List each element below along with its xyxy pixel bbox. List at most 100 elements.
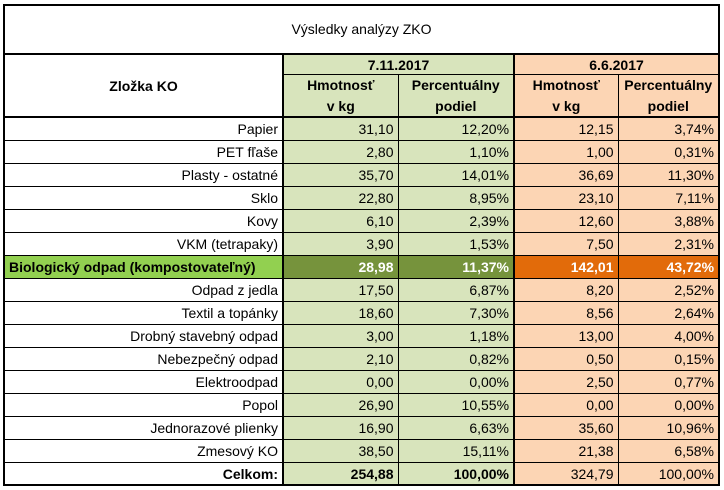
period1-percent-cell: 1,53% <box>398 232 516 256</box>
period1-percent-cell: 14,01% <box>398 163 516 187</box>
row-label: Kovy <box>5 209 284 233</box>
period1-weight-cell: 17,50 <box>283 278 399 302</box>
period1-percent-cell: 1,18% <box>398 324 516 348</box>
table-row: Celkom: 254,88 100,00% 324,79 100,00% <box>5 462 719 484</box>
table-row: Odpad z jedla 17,50 6,87% 8,20 2,52% <box>5 278 719 302</box>
period1-percent-cell: 1,10% <box>398 140 516 164</box>
period1-percent-unit: podiel <box>398 95 516 118</box>
row-label: Jednorazové plienky <box>5 416 284 440</box>
period1-percent-cell: 10,55% <box>398 393 516 417</box>
row-label: Zmesový KO <box>5 439 284 463</box>
results-table-sheet: Výsledky analýzy ZKO Zložka KO 7.11.2017… <box>3 4 720 486</box>
table-row: Papier 31,10 12,20% 12,15 3,74% <box>5 117 719 141</box>
period2-percent-cell: 3,88% <box>618 209 719 233</box>
period1-weight-cell: 3,90 <box>283 232 399 256</box>
table-row: VKM (tetrapaky) 3,90 1,53% 7,50 2,31% <box>5 232 719 256</box>
table-row: Textil a topánky 18,60 7,30% 8,56 2,64% <box>5 301 719 325</box>
table-title: Výsledky analýzy ZKO <box>5 6 718 55</box>
period1-weight-cell: 35,70 <box>283 163 399 187</box>
table-row: Sklo 22,80 8,95% 23,10 7,11% <box>5 186 719 210</box>
period2-percent-cell: 3,74% <box>618 117 719 141</box>
period1-weight-cell: 16,90 <box>283 416 399 440</box>
row-label: Plasty - ostatné <box>5 163 284 187</box>
period1-weight-cell: 2,10 <box>283 347 399 371</box>
period1-weight-cell: 22,80 <box>283 186 399 210</box>
table-row: Jednorazové plienky 16,90 6,63% 35,60 10,96% <box>5 416 719 440</box>
period2-weight-cell: 324,79 <box>514 462 619 484</box>
period2-percent-cell: 0,77% <box>618 370 719 394</box>
row-label: Biologický odpad (kompostovateľný) <box>5 255 284 279</box>
period2-percent-header: Percentuálny <box>618 74 719 95</box>
table-row: Plasty - ostatné 35,70 14,01% 36,69 11,30% <box>5 163 719 187</box>
period1-weight-cell: 28,98 <box>283 255 399 279</box>
period1-weight-cell: 0,00 <box>283 370 399 394</box>
period2-percent-cell: 2,64% <box>618 301 719 325</box>
period1-weight-cell: 26,90 <box>283 393 399 417</box>
table-row: Drobný stavebný odpad 3,00 1,18% 13,00 4,00% <box>5 324 719 348</box>
row-label: PET fľaše <box>5 140 284 164</box>
period1-weight-unit: v kg <box>283 95 399 118</box>
row-label: Textil a topánky <box>5 301 284 325</box>
row-label: Celkom: <box>5 462 284 484</box>
period2-percent-cell: 10,96% <box>618 416 719 440</box>
period1-weight-cell: 38,50 <box>283 439 399 463</box>
table-row: Elektroodpad 0,00 0,00% 2,50 0,77% <box>5 370 719 394</box>
period2-weight-cell: 7,50 <box>514 232 619 256</box>
period1-percent-cell: 12,20% <box>398 117 516 141</box>
period2-weight-cell: 12,60 <box>514 209 619 233</box>
period1-weight-cell: 2,80 <box>283 140 399 164</box>
period1-percent-cell: 7,30% <box>398 301 516 325</box>
period2-percent-cell: 6,58% <box>618 439 719 463</box>
period1-percent-cell: 0,00% <box>398 370 516 394</box>
period2-weight-cell: 36,69 <box>514 163 619 187</box>
period2-weight-cell: 142,01 <box>514 255 619 279</box>
table-row: PET fľaše 2,80 1,10% 1,00 0,31% <box>5 140 719 164</box>
period1-weight-cell: 31,10 <box>283 117 399 141</box>
row-label: Odpad z jedla <box>5 278 284 302</box>
row-label: Nebezpečný odpad <box>5 347 284 371</box>
period2-date-header: 6.6.2017 <box>514 55 719 75</box>
period2-weight-cell: 23,10 <box>514 186 619 210</box>
period1-percent-cell: 8,95% <box>398 186 516 210</box>
period2-percent-cell: 7,11% <box>618 186 719 210</box>
period2-percent-cell: 11,30% <box>618 163 719 187</box>
row-label: Drobný stavebný odpad <box>5 324 284 348</box>
period1-percent-cell: 6,63% <box>398 416 516 440</box>
period1-weight-cell: 18,60 <box>283 301 399 325</box>
period2-weight-cell: 8,20 <box>514 278 619 302</box>
period2-weight-unit: v kg <box>514 95 619 118</box>
period1-weight-cell: 3,00 <box>283 324 399 348</box>
table-row: Biologický odpad (kompostovateľný) 28,98 1… <box>5 255 719 279</box>
period2-percent-cell: 4,00% <box>618 324 719 348</box>
period2-weight-cell: 35,60 <box>514 416 619 440</box>
period2-percent-unit: podiel <box>618 95 719 118</box>
period1-percent-header: Percentuálny <box>398 74 516 95</box>
table-row: Zmesový KO 38,50 15,11% 21,38 6,58% <box>5 439 719 463</box>
period2-weight-cell: 12,15 <box>514 117 619 141</box>
period2-weight-cell: 21,38 <box>514 439 619 463</box>
row-label: VKM (tetrapaky) <box>5 232 284 256</box>
results-table: Zložka KO 7.11.2017 6.6.2017 Hmotnosť Pe… <box>5 55 719 484</box>
period1-percent-cell: 2,39% <box>398 209 516 233</box>
period1-weight-cell: 254,88 <box>283 462 399 484</box>
period2-weight-cell: 1,00 <box>514 140 619 164</box>
table-row: Kovy 6,10 2,39% 12,60 3,88% <box>5 209 719 233</box>
period1-weight-header: Hmotnosť <box>283 74 399 95</box>
table-row: Nebezpečný odpad 2,10 0,82% 0,50 0,15% <box>5 347 719 371</box>
period2-percent-cell: 2,31% <box>618 232 719 256</box>
period2-weight-cell: 2,50 <box>514 370 619 394</box>
period1-percent-cell: 100,00% <box>398 462 516 484</box>
row-label: Popol <box>5 393 284 417</box>
period2-percent-cell: 0,15% <box>618 347 719 371</box>
period2-weight-cell: 0,00 <box>514 393 619 417</box>
period2-percent-cell: 100,00% <box>618 462 719 484</box>
period2-weight-cell: 8,56 <box>514 301 619 325</box>
period1-percent-cell: 11,37% <box>398 255 516 279</box>
row-label: Elektroodpad <box>5 370 284 394</box>
period1-percent-cell: 6,87% <box>398 278 516 302</box>
period1-percent-cell: 15,11% <box>398 439 516 463</box>
period2-percent-cell: 43,72% <box>618 255 719 279</box>
period2-weight-cell: 13,00 <box>514 324 619 348</box>
row-label: Sklo <box>5 186 284 210</box>
period2-percent-cell: 0,31% <box>618 140 719 164</box>
